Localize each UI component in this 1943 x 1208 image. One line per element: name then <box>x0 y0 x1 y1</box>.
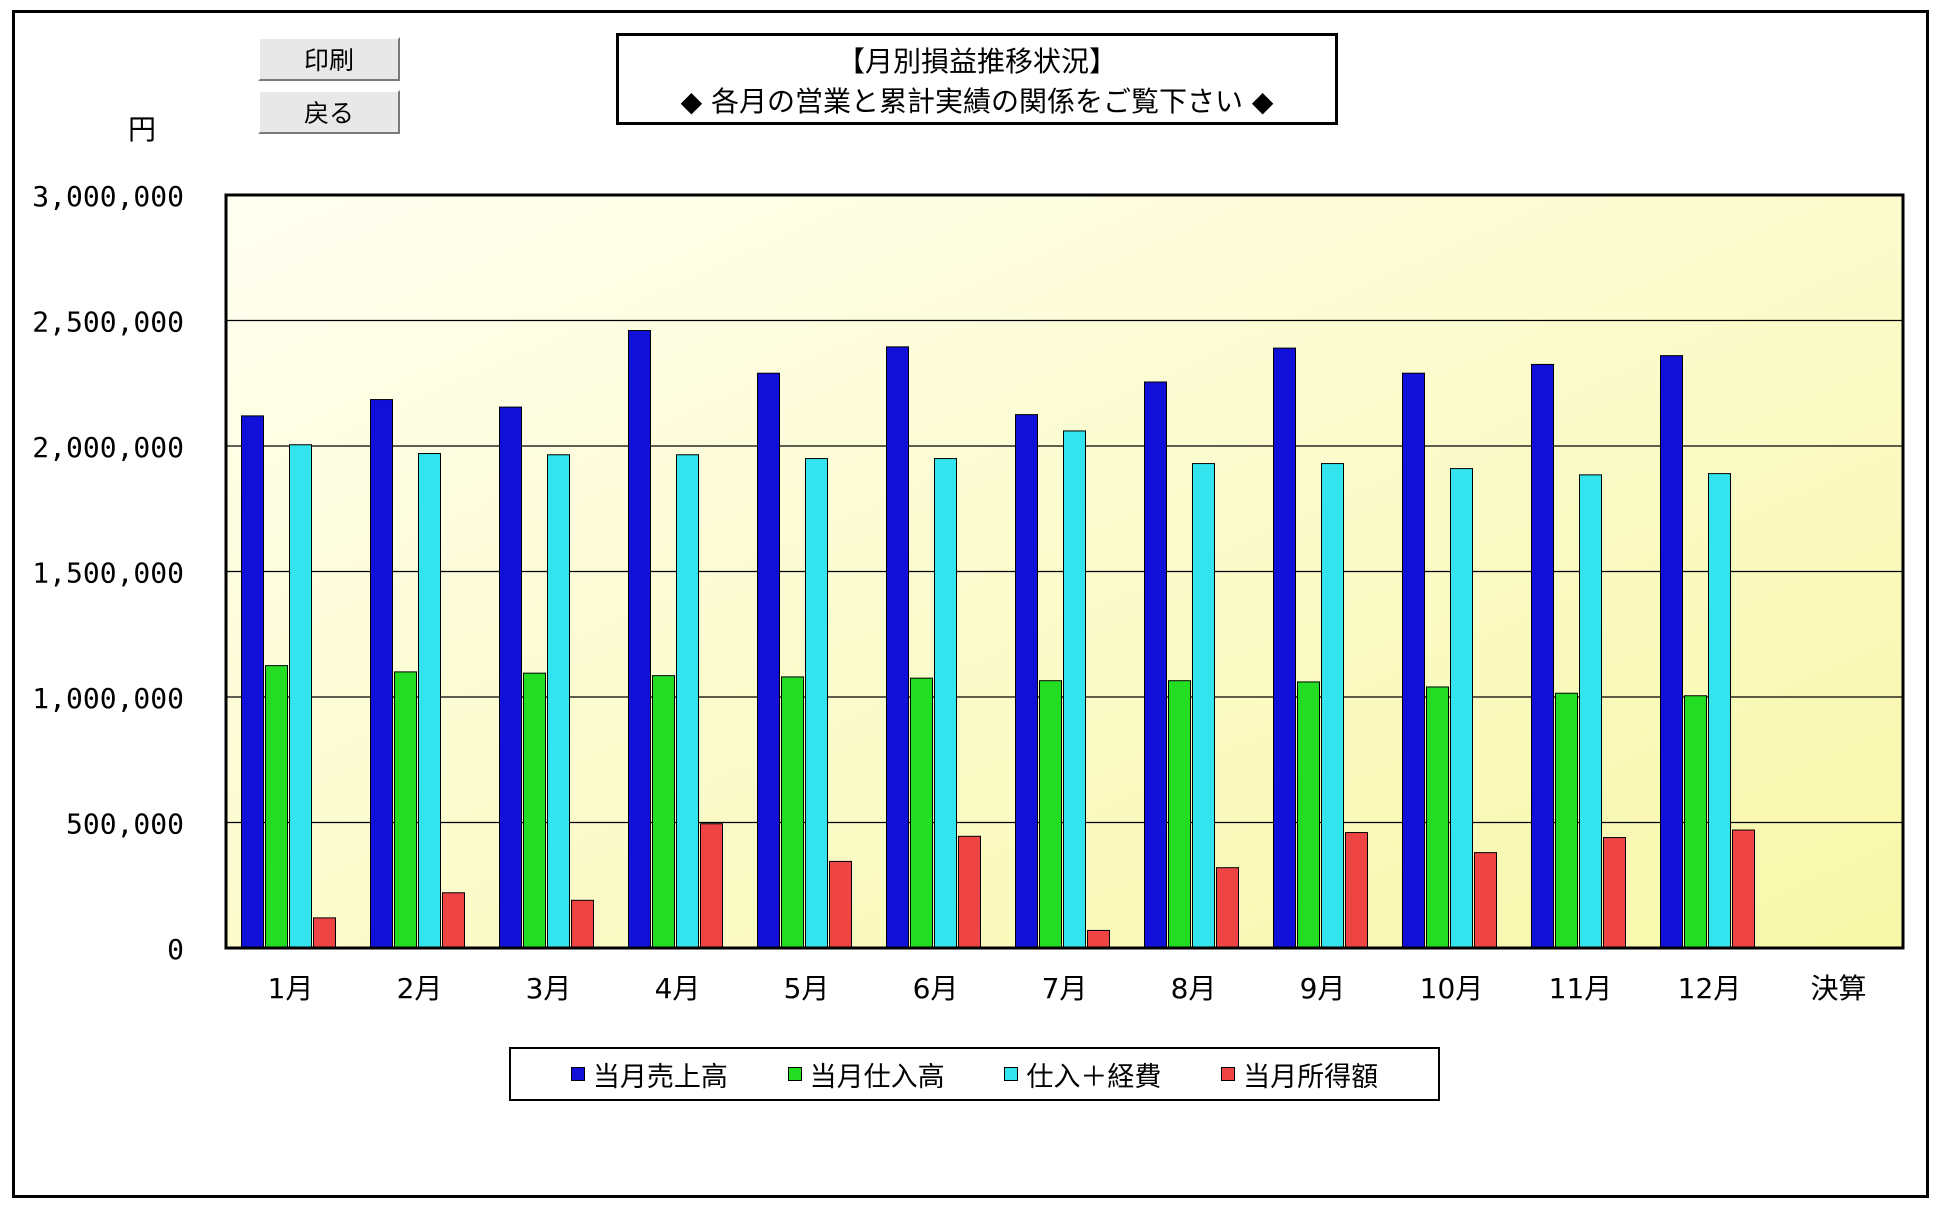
bar <box>1708 473 1731 949</box>
x-tick-label: 9月 <box>1300 972 1346 1005</box>
bar <box>934 458 957 949</box>
bar <box>1015 414 1038 949</box>
bar <box>1474 852 1497 949</box>
bar <box>1660 355 1683 949</box>
legend-label: 当月売上高 <box>592 1061 728 1093</box>
bar <box>958 835 981 949</box>
legend-item: 当月売上高 <box>570 1055 728 1094</box>
bar <box>499 406 522 949</box>
y-tick-label: 0 <box>167 933 184 966</box>
bar <box>370 399 393 949</box>
bar <box>886 346 909 949</box>
y-axis-unit-label: 円 <box>128 113 157 146</box>
bar <box>241 415 264 949</box>
bar <box>781 676 804 949</box>
bar <box>265 665 288 949</box>
legend-swatch <box>1221 1067 1236 1081</box>
bar <box>313 917 336 949</box>
chart-subtitle: ◆ 各月の営業と累計実績の関係をご覧下さい ◆ <box>680 85 1274 118</box>
bar <box>1345 832 1368 949</box>
bar <box>757 372 780 949</box>
bar <box>418 453 441 949</box>
bar <box>571 899 594 949</box>
legend-label: 仕入＋経費 <box>1026 1061 1162 1093</box>
bar <box>442 892 465 949</box>
legend-item: 仕入＋経費 <box>1004 1055 1161 1094</box>
bar <box>700 823 723 949</box>
legend-item: 当月所得額 <box>1221 1055 1378 1094</box>
bar <box>1531 363 1554 949</box>
y-tick-label: 2,500,000 <box>32 306 184 339</box>
bar <box>289 444 312 949</box>
bar <box>1297 681 1320 949</box>
x-tick-label: 6月 <box>913 972 959 1005</box>
bar <box>1168 680 1191 949</box>
bar <box>1402 372 1425 949</box>
bar <box>1555 692 1578 949</box>
x-tick-label: 1月 <box>268 972 314 1005</box>
legend-swatch <box>787 1067 802 1081</box>
bar <box>1732 829 1755 949</box>
bar <box>1426 686 1449 949</box>
bar <box>829 860 852 949</box>
bar <box>1039 680 1062 949</box>
bar <box>910 677 933 949</box>
y-tick-label: 500,000 <box>66 808 184 841</box>
y-tick-label: 1,000,000 <box>32 682 184 715</box>
x-tick-label: 7月 <box>1042 972 1088 1005</box>
bar <box>394 671 417 949</box>
legend-swatch <box>570 1067 585 1081</box>
x-tick-label: 12月 <box>1678 972 1742 1005</box>
x-tick-label: 10月 <box>1420 972 1484 1005</box>
print-button[interactable]: 印刷 <box>258 37 400 81</box>
bar <box>1684 695 1707 949</box>
bar <box>652 675 675 949</box>
chart-legend: 当月売上高 当月仕入高 仕入＋経費 当月所得額 <box>509 1047 1440 1101</box>
bar <box>1450 468 1473 949</box>
bar <box>1579 474 1602 949</box>
bar <box>805 458 828 949</box>
back-button[interactable]: 戻る <box>258 90 400 134</box>
legend-label: 当月所得額 <box>1243 1061 1379 1093</box>
legend-swatch <box>1004 1067 1019 1081</box>
chart-title: 【月別損益推移状況】 <box>836 45 1117 78</box>
x-tick-label: 2月 <box>397 972 443 1005</box>
y-tick-label: 1,500,000 <box>32 557 184 590</box>
y-tick-label: 3,000,000 <box>32 180 184 213</box>
bar <box>1192 463 1215 949</box>
x-tick-label: 8月 <box>1171 972 1217 1005</box>
x-tick-label: 11月 <box>1549 972 1613 1005</box>
bar <box>1063 430 1086 949</box>
bar <box>523 672 546 949</box>
chart-title-box: 【月別損益推移状況】 ◆ 各月の営業と累計実績の関係をご覧下さい ◆ <box>616 33 1338 125</box>
bar <box>1603 837 1626 949</box>
x-tick-label: 5月 <box>784 972 830 1005</box>
bar <box>1321 463 1344 949</box>
bar <box>1273 347 1296 949</box>
y-tick-label: 2,000,000 <box>32 431 184 464</box>
x-tick-label: 4月 <box>655 972 701 1005</box>
bar <box>1087 929 1110 949</box>
x-tick-label: 3月 <box>526 972 572 1005</box>
x-tick-label: 決算 <box>1810 972 1866 1005</box>
legend-label: 当月仕入高 <box>809 1061 945 1093</box>
bar <box>628 330 651 949</box>
bar <box>547 454 570 949</box>
legend-item: 当月仕入高 <box>787 1055 945 1094</box>
bar <box>1144 381 1167 949</box>
bar <box>676 454 699 949</box>
bar <box>1216 867 1239 949</box>
